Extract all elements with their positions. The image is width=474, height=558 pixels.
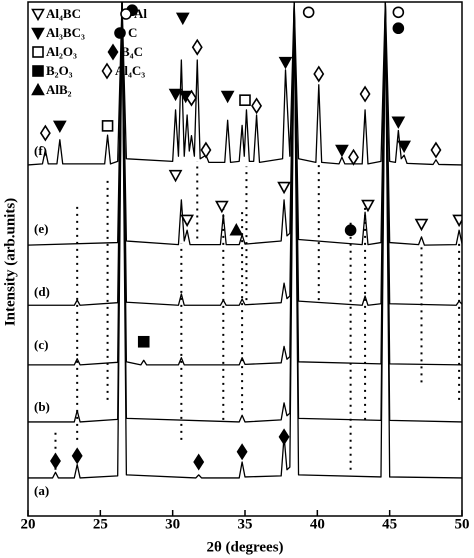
pattern-line	[28, 2, 462, 166]
marker	[191, 38, 203, 56]
pattern-line	[28, 2, 462, 366]
pattern-label: (b)	[34, 399, 50, 414]
legend-symbol	[31, 8, 45, 22]
legend-label: Al₄C₃	[115, 63, 145, 78]
pattern-line	[28, 2, 462, 246]
pattern-label: (a)	[34, 483, 49, 498]
x-tick-label: 20	[21, 516, 36, 532]
marker	[452, 214, 462, 228]
marker	[200, 141, 212, 159]
marker	[239, 94, 251, 106]
legend-label: Al₃BC₃	[46, 25, 85, 40]
legend-label: B₂O₃	[46, 63, 73, 78]
plot-frame	[27, 1, 463, 517]
marker	[186, 89, 197, 107]
marker	[397, 140, 411, 154]
pattern-label: (c)	[34, 337, 48, 352]
legend-label: B₄C	[121, 44, 143, 59]
pattern-label: (e)	[34, 221, 48, 236]
marker	[236, 443, 248, 461]
legend-symbol	[107, 43, 119, 61]
marker	[313, 65, 325, 83]
marker	[50, 452, 61, 470]
legend-label: AlB₂	[46, 82, 72, 97]
marker	[414, 218, 429, 232]
marker	[392, 22, 405, 35]
x-tick-label: 50	[455, 516, 470, 532]
legend-entry: B₂O₃	[32, 63, 73, 78]
marker	[168, 169, 183, 183]
legend-entry: Al₂O₃	[32, 44, 77, 59]
legend-entry: Al₄BC	[31, 6, 81, 22]
legend-symbol	[120, 8, 132, 20]
marker	[302, 6, 315, 19]
marker	[344, 224, 357, 237]
marker	[251, 97, 263, 115]
legend-label: Al	[134, 6, 147, 21]
x-tick-label: 40	[310, 516, 325, 532]
marker	[175, 12, 190, 26]
x-tick-label: 25	[93, 516, 108, 532]
legend-label: Al₄BC	[46, 6, 81, 21]
x-tick-label: 45	[382, 516, 397, 532]
marker	[168, 88, 183, 102]
marker	[193, 453, 205, 471]
legend-entry: Al	[120, 6, 147, 21]
legend-symbol	[114, 27, 126, 39]
marker	[220, 90, 235, 104]
legend-entry: C	[114, 25, 137, 40]
legend-label: C	[128, 25, 137, 40]
marker	[335, 144, 349, 158]
legend-symbol	[32, 65, 44, 77]
legend-symbol	[32, 46, 44, 58]
legend-symbol	[31, 82, 45, 96]
y-axis-label: Intensity (arb.units)	[2, 198, 18, 326]
legend-entry: B₄C	[107, 43, 143, 61]
legend-entry: Al₃BC₃	[31, 25, 85, 41]
marker	[52, 120, 67, 134]
marker	[39, 124, 51, 142]
marker	[430, 141, 442, 159]
marker	[229, 223, 244, 236]
legend-label: Al₂O₃	[46, 44, 77, 59]
marker	[71, 447, 83, 465]
marker	[278, 56, 293, 70]
pattern-label: (d)	[34, 284, 50, 299]
marker	[391, 116, 406, 129]
marker	[359, 85, 371, 103]
pattern-line	[28, 2, 462, 423]
legend-entry: AlB₂	[31, 82, 72, 97]
marker	[215, 200, 229, 214]
pattern-line	[28, 2, 462, 306]
marker	[361, 199, 375, 213]
pattern-label: (f)	[34, 143, 47, 158]
marker	[277, 181, 291, 195]
marker	[392, 6, 405, 19]
x-axis-label: 2θ (degrees)	[206, 539, 283, 555]
legend-symbol	[101, 62, 113, 80]
legend-entry: Al₄C₃	[101, 62, 145, 80]
marker	[348, 148, 359, 166]
marker	[101, 120, 114, 132]
plot-area	[28, 2, 462, 479]
x-tick-label: 35	[238, 516, 253, 532]
marker	[180, 214, 194, 228]
marker	[278, 428, 290, 446]
pattern-line	[28, 2, 462, 479]
marker	[137, 335, 150, 348]
legend-symbol	[31, 27, 45, 41]
x-tick-label: 30	[165, 516, 180, 532]
